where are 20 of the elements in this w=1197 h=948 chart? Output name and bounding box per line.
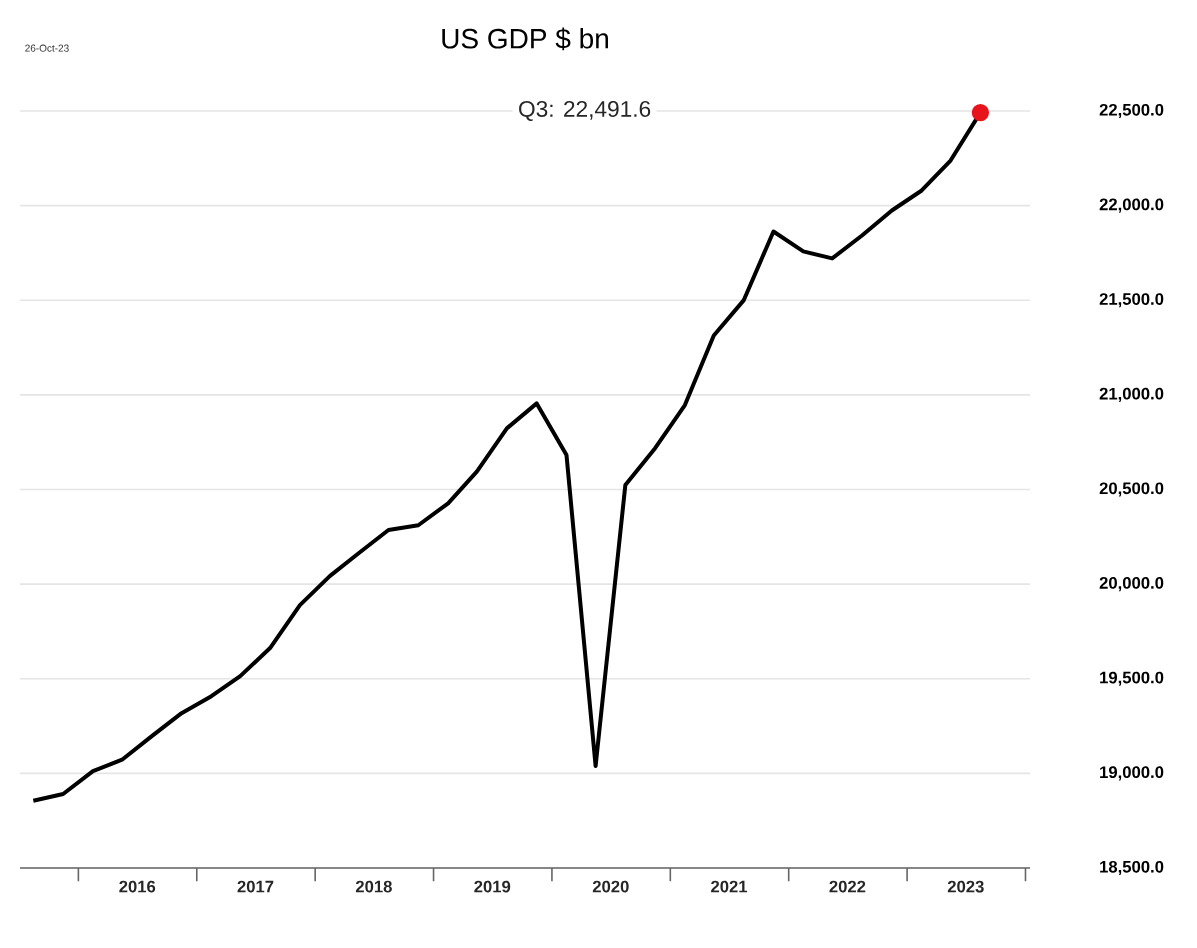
y-tick-label: 22,000.0 bbox=[1099, 198, 1164, 213]
y-tick-label: 21,500.0 bbox=[1099, 293, 1164, 308]
y-tick-label: 21,000.0 bbox=[1099, 387, 1164, 402]
x-tick-label: 2022 bbox=[829, 880, 866, 893]
x-tick-label: 2018 bbox=[355, 880, 392, 893]
y-tick-label: 19,500.0 bbox=[1100, 671, 1164, 686]
x-tick-label: 2019 bbox=[474, 880, 511, 893]
x-tick-label: 2020 bbox=[592, 880, 629, 893]
y-tick-label: 20,000.0 bbox=[1099, 577, 1164, 592]
x-tick-label: 2016 bbox=[119, 880, 156, 893]
y-tick-label: 20,500.0 bbox=[1099, 482, 1164, 497]
x-tick-label: 2017 bbox=[237, 880, 274, 893]
chart-title: US GDP $ bn bbox=[442, 27, 608, 51]
y-tick-label: 19,000.0 bbox=[1100, 766, 1164, 781]
y-tick-label: 18,500.0 bbox=[1100, 860, 1164, 876]
x-tick-label: 2021 bbox=[711, 880, 748, 893]
text: 26-Oct-23 bbox=[25, 44, 69, 52]
y-tick-label: 22,500.0 bbox=[1099, 103, 1164, 119]
annotation: Q3: 22,491.6 bbox=[519, 100, 651, 122]
x-tick-label: 2023 bbox=[947, 880, 984, 893]
